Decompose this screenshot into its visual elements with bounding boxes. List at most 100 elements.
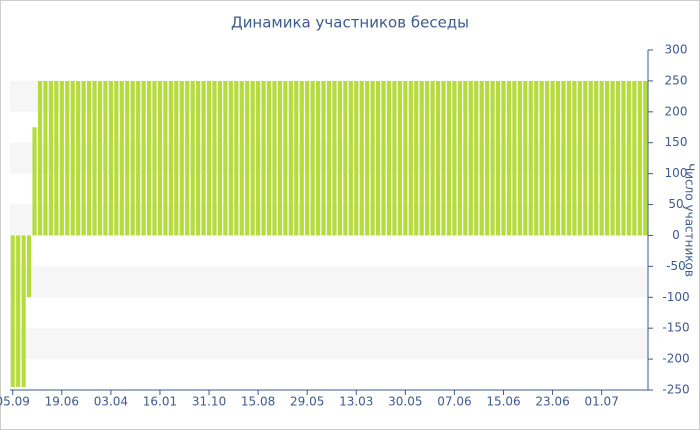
bar bbox=[305, 80, 310, 236]
bar bbox=[545, 80, 550, 236]
bar bbox=[201, 80, 206, 236]
bar bbox=[37, 80, 43, 236]
bar bbox=[441, 80, 446, 236]
bar bbox=[92, 80, 97, 236]
bar bbox=[59, 80, 64, 236]
bar bbox=[550, 80, 555, 236]
bar bbox=[528, 80, 533, 236]
bar bbox=[288, 80, 293, 236]
bar bbox=[130, 80, 135, 236]
x-tick-label: 05.09 bbox=[0, 395, 30, 409]
y-tick-label: 250 bbox=[665, 73, 688, 87]
bar bbox=[599, 80, 604, 236]
bar bbox=[392, 80, 397, 236]
bar bbox=[577, 80, 582, 236]
bar bbox=[185, 80, 190, 236]
bar bbox=[506, 80, 512, 236]
bar bbox=[397, 80, 402, 236]
bar bbox=[228, 80, 233, 236]
bar bbox=[343, 80, 348, 236]
bar bbox=[206, 80, 212, 236]
x-tick-label: 03.04 bbox=[94, 395, 128, 409]
bar bbox=[512, 80, 517, 236]
bar bbox=[21, 235, 26, 387]
bar bbox=[594, 80, 599, 236]
bar bbox=[108, 80, 113, 236]
bar bbox=[310, 80, 315, 236]
bar bbox=[365, 80, 370, 236]
bar bbox=[43, 80, 48, 236]
bar bbox=[32, 127, 37, 236]
bar bbox=[621, 80, 626, 236]
bar bbox=[152, 80, 157, 236]
y-tick-label: 100 bbox=[665, 166, 688, 180]
bar bbox=[141, 80, 146, 236]
bar bbox=[588, 80, 593, 236]
bar bbox=[337, 80, 342, 236]
bar bbox=[370, 80, 375, 236]
bar bbox=[332, 80, 337, 236]
bar bbox=[403, 80, 408, 236]
bar bbox=[76, 80, 81, 236]
x-tick-label: 15.06 bbox=[486, 395, 520, 409]
bar bbox=[179, 80, 184, 236]
bar bbox=[321, 80, 326, 236]
bar bbox=[376, 80, 381, 236]
bar bbox=[354, 80, 359, 236]
bar bbox=[555, 80, 561, 236]
bar bbox=[146, 80, 152, 236]
bar bbox=[605, 80, 610, 236]
bar bbox=[212, 80, 217, 236]
x-tick-label: 29.05 bbox=[290, 395, 324, 409]
bar bbox=[119, 80, 124, 236]
bar bbox=[103, 80, 108, 236]
grid-band bbox=[10, 328, 648, 360]
bar bbox=[452, 80, 457, 236]
bar bbox=[250, 80, 255, 236]
bar bbox=[566, 80, 572, 236]
bar bbox=[157, 80, 163, 236]
bar bbox=[479, 80, 484, 236]
y-tick-label: 0 bbox=[672, 228, 680, 242]
x-tick-label: 01.07 bbox=[584, 395, 618, 409]
bar bbox=[446, 80, 452, 236]
bar bbox=[217, 80, 223, 236]
bar bbox=[163, 80, 168, 236]
x-tick-label: 16.01 bbox=[143, 395, 177, 409]
x-tick-label: 19.06 bbox=[45, 395, 79, 409]
y-tick-label: 150 bbox=[665, 135, 688, 149]
x-tick-label: 31.10 bbox=[192, 395, 226, 409]
bar bbox=[561, 80, 566, 236]
bar bbox=[539, 80, 544, 236]
bar bbox=[10, 235, 15, 387]
bar bbox=[386, 80, 392, 236]
bar bbox=[408, 80, 413, 236]
y-tick-label: -250 bbox=[662, 383, 689, 397]
bar bbox=[234, 80, 239, 236]
bar bbox=[359, 80, 364, 236]
bar bbox=[223, 80, 228, 236]
bar bbox=[490, 80, 495, 236]
bar bbox=[54, 80, 59, 236]
bar bbox=[16, 235, 21, 387]
bar bbox=[65, 80, 70, 236]
bar bbox=[283, 80, 288, 236]
bar bbox=[48, 80, 53, 236]
bar bbox=[414, 80, 419, 236]
y-tick-label: 200 bbox=[665, 104, 688, 118]
bar bbox=[256, 80, 261, 236]
bar bbox=[610, 80, 615, 236]
y-tick-label: 50 bbox=[668, 197, 683, 211]
bar bbox=[125, 80, 130, 236]
bar bbox=[245, 80, 250, 236]
bar bbox=[430, 80, 435, 236]
bar bbox=[81, 80, 86, 236]
bar bbox=[326, 80, 332, 236]
bar bbox=[463, 80, 468, 236]
y-tick-label: -50 bbox=[666, 259, 686, 273]
bar bbox=[27, 235, 32, 298]
bar bbox=[261, 80, 266, 236]
bar bbox=[97, 80, 103, 236]
bar bbox=[348, 80, 353, 236]
y-tick-label: -150 bbox=[662, 321, 689, 335]
